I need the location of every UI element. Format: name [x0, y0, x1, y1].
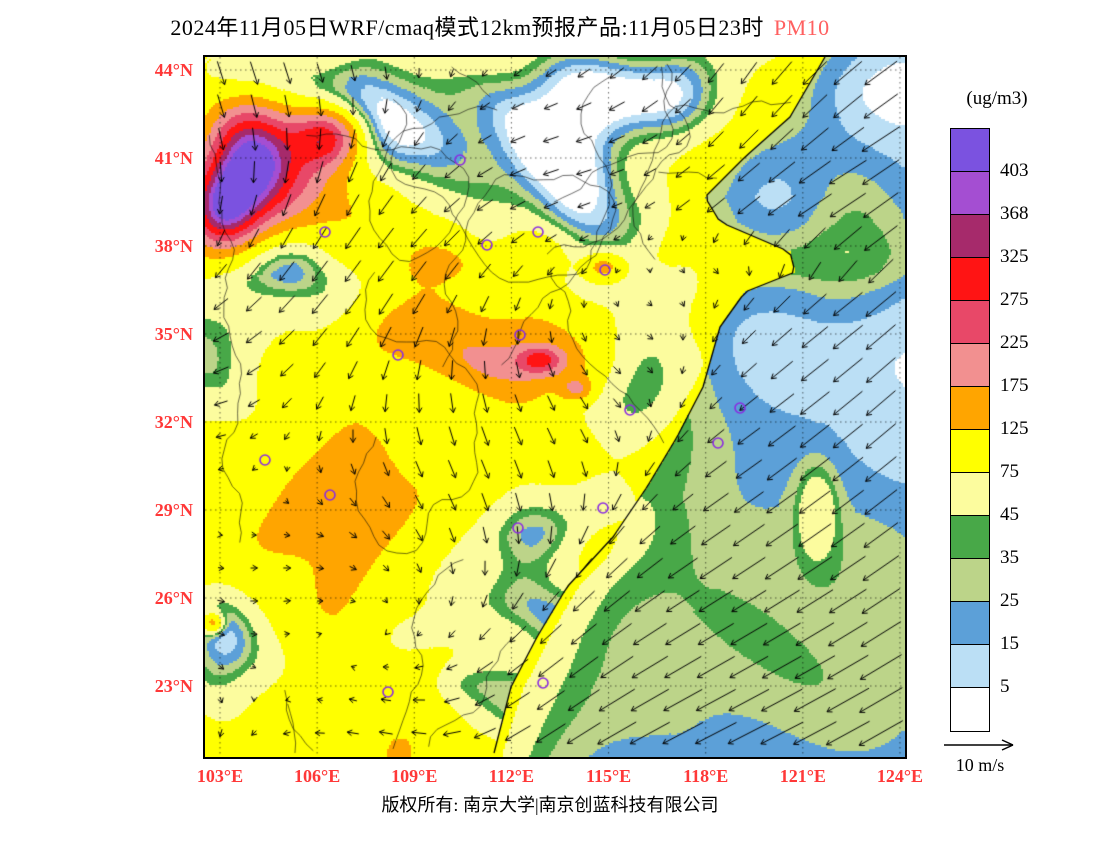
lon-label: 118°E [683, 766, 729, 786]
wind-reference: 10 m/s [935, 736, 1025, 776]
legend-tick: 75 [1000, 461, 1019, 482]
legend-color-swatch [951, 172, 989, 215]
legend-tick: 125 [1000, 418, 1029, 439]
title-pollutant: PM10 [773, 15, 830, 40]
legend: (ug/m3) 403 368 325 275 225 175 125 75 45 35 25 15 5 [942, 88, 1097, 768]
latitude-axis: 44°N 41°N 38°N 35°N 32°N 29°N 26°N 23°N [0, 57, 197, 757]
legend-color-swatch [951, 473, 989, 516]
lat-label: 41°N [154, 148, 193, 168]
wind-reference-label: 10 m/s [955, 755, 1005, 775]
lat-label: 44°N [154, 60, 193, 80]
legend-color-swatch [951, 516, 989, 559]
legend-color-swatch [951, 559, 989, 602]
legend-color-swatch [951, 215, 989, 258]
legend-color-swatch [951, 387, 989, 430]
legend-tick: 368 [1000, 203, 1029, 224]
map-area [203, 55, 907, 759]
legend-color-swatch [951, 258, 989, 301]
legend-tick: 403 [1000, 160, 1029, 181]
legend-tick: 45 [1000, 504, 1019, 525]
legend-colorbar [950, 128, 990, 732]
legend-tick: 5 [1000, 676, 1010, 697]
lat-label: 38°N [154, 236, 193, 256]
lon-label: 121°E [779, 766, 826, 786]
lon-label: 106°E [294, 766, 341, 786]
legend-unit-label: (ug/m3) [966, 88, 1028, 109]
legend-color-swatch [951, 688, 989, 731]
legend-color-swatch [951, 645, 989, 688]
lon-label: 112°E [488, 766, 535, 786]
legend-tick: 175 [1000, 375, 1029, 396]
legend-tick: 325 [1000, 246, 1029, 267]
copyright-footer: 版权所有: 南京大学|南京创蓝科技有限公司 [381, 795, 719, 815]
legend-color-swatch [951, 602, 989, 645]
lat-label: 23°N [154, 676, 193, 696]
page-title: 2024年11月05日WRF/cmaq模式12km预报产品:11月05日23时 P… [0, 10, 1000, 42]
lat-label: 26°N [154, 588, 193, 608]
title-main: 2024年11月05日WRF/cmaq模式12km预报产品:11月05日23时 [170, 15, 764, 40]
legend-color-swatch [951, 129, 989, 172]
legend-tick: 35 [1000, 547, 1019, 568]
lat-label: 32°N [154, 412, 193, 432]
longitude-axis: 103°E 106°E 109°E 112°E 115°E 118°E 121°E 124°E [197, 765, 923, 789]
lon-label: 103°E [196, 766, 244, 786]
legend-tick: 25 [1000, 590, 1019, 611]
legend-tick: 15 [1000, 633, 1019, 654]
legend-color-swatch [951, 301, 989, 344]
lon-label: 115°E [585, 766, 632, 786]
lon-label: 109°E [391, 766, 438, 786]
wind-reference-arrow-icon [944, 739, 1014, 751]
lon-label: 124°E [876, 766, 924, 786]
lat-label: 29°N [154, 500, 193, 520]
legend-tick: 275 [1000, 289, 1029, 310]
legend-tick: 225 [1000, 332, 1029, 353]
legend-color-swatch [951, 344, 989, 387]
pm10-concentration-map [205, 57, 905, 757]
lat-label: 35°N [154, 324, 193, 344]
legend-color-swatch [951, 430, 989, 473]
